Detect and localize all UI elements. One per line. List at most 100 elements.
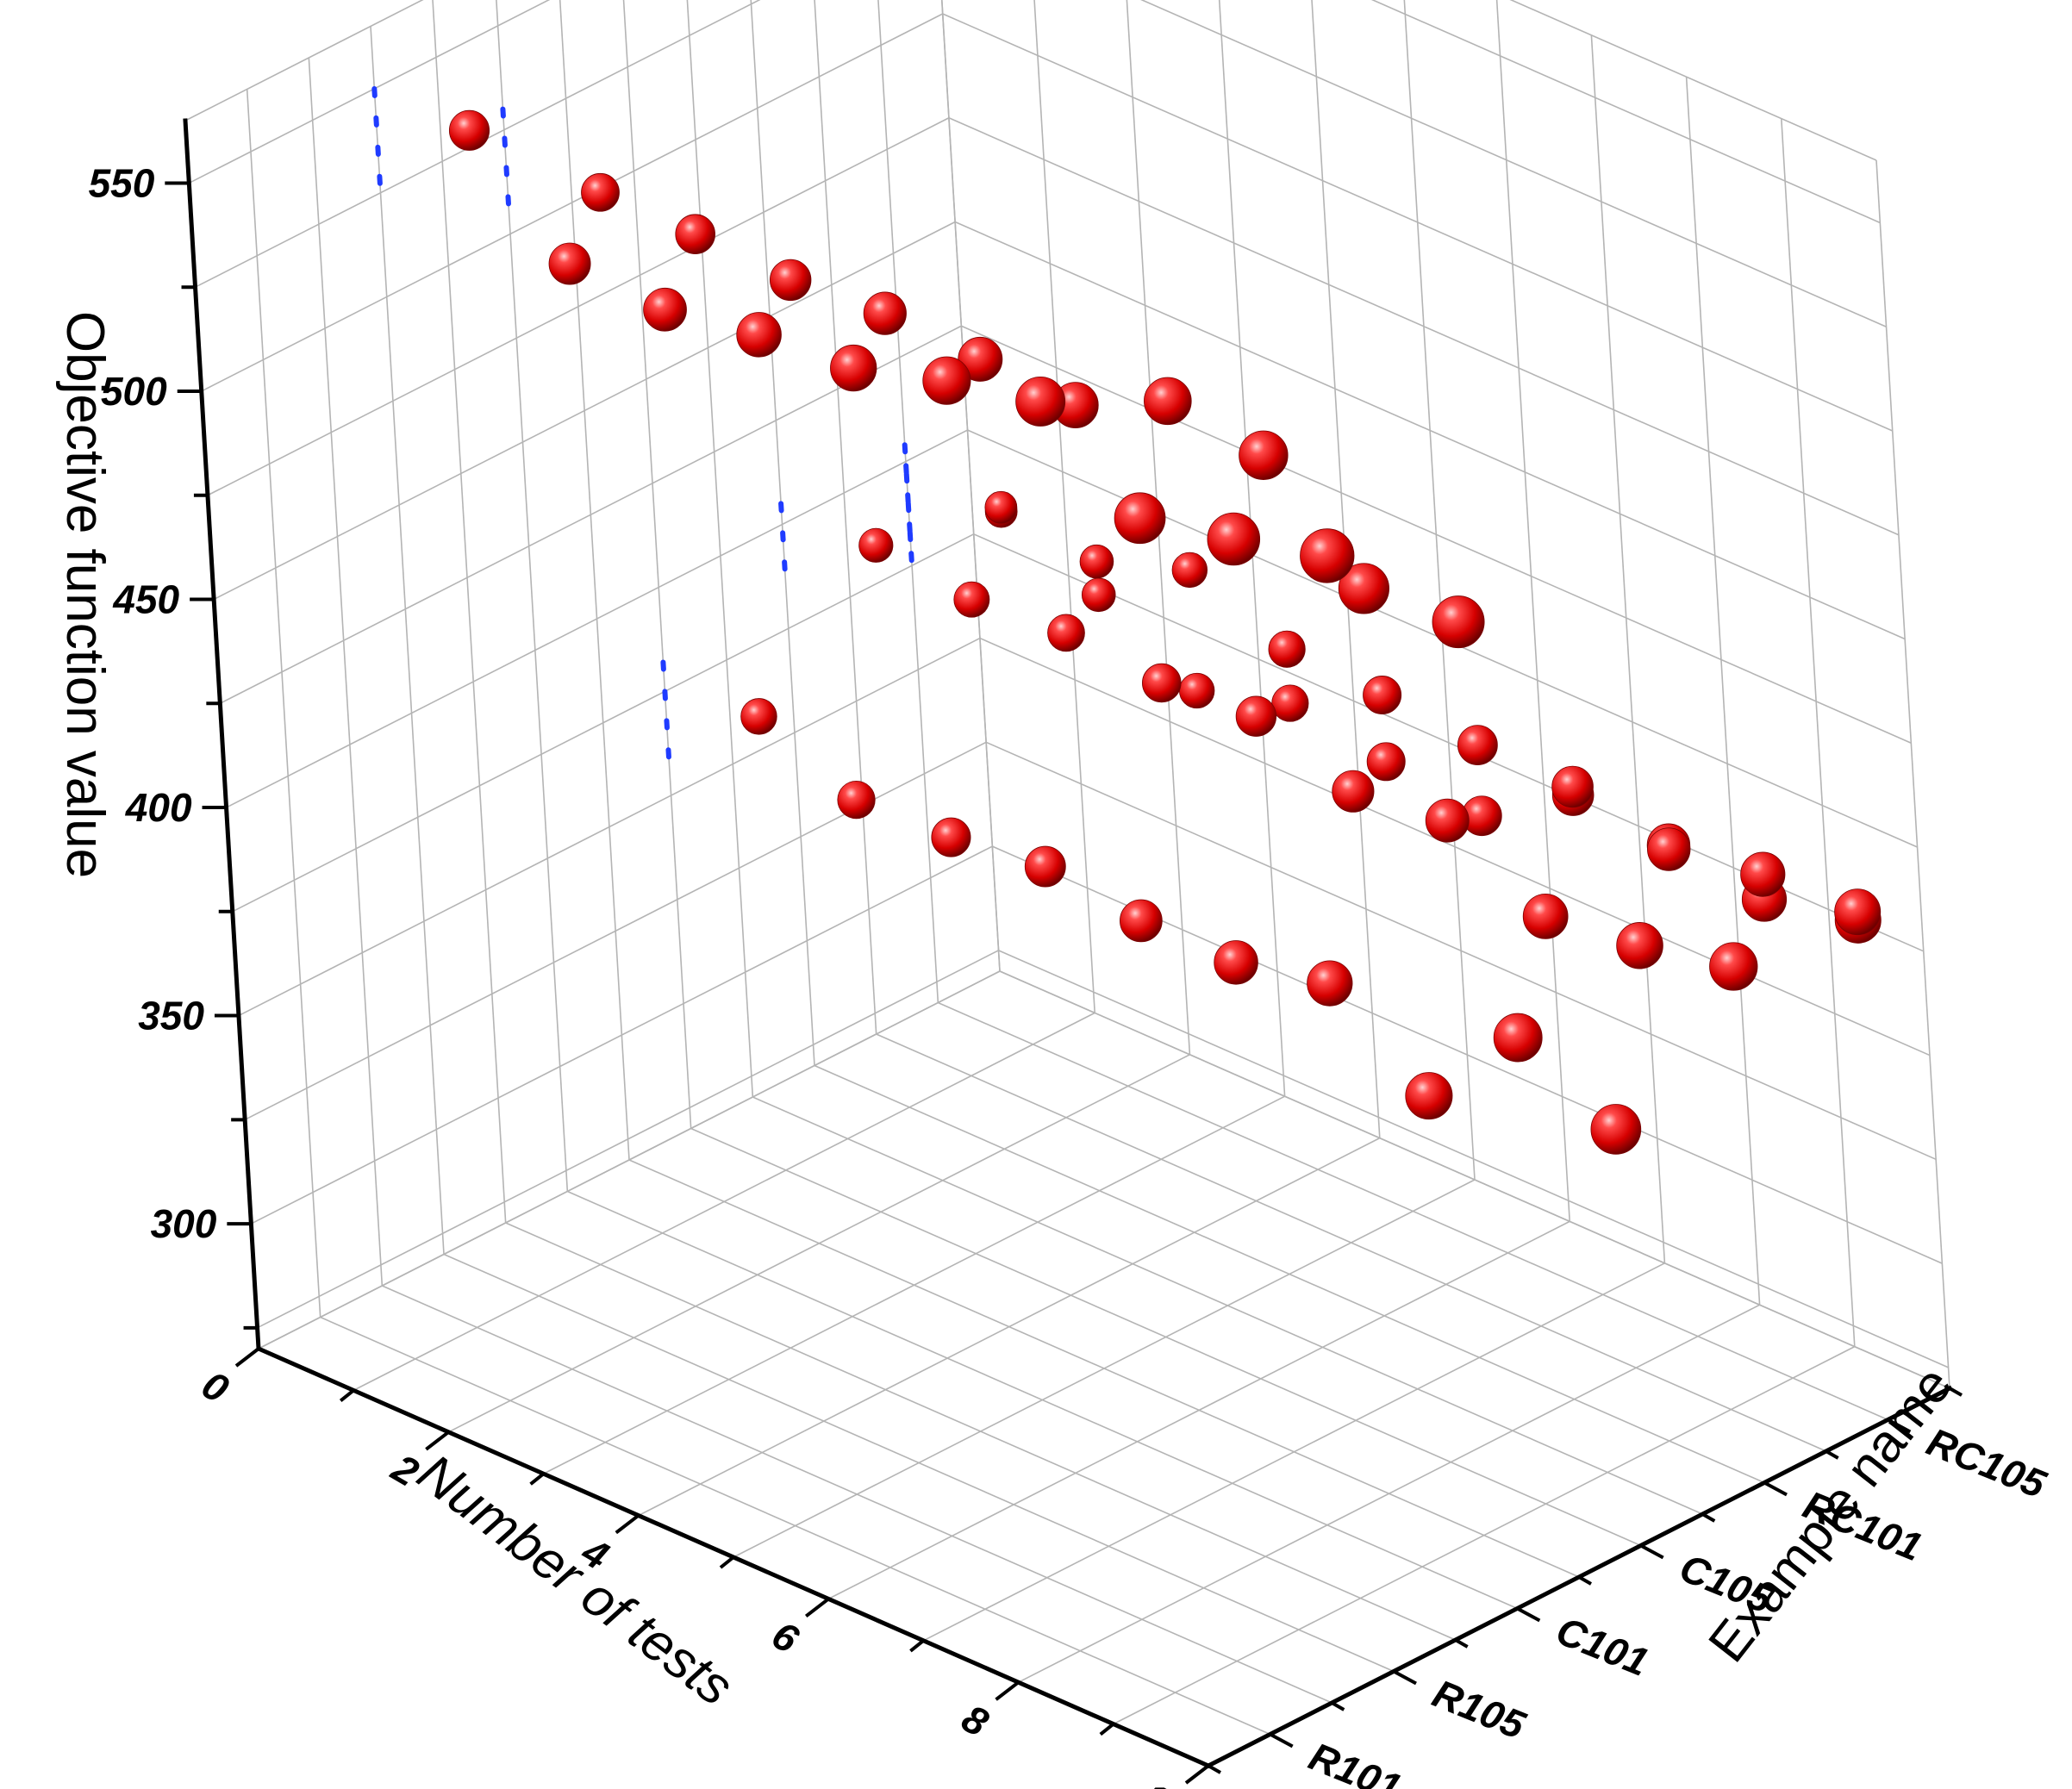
drop-marker [902,442,914,556]
point-s5-3 [1271,684,1309,722]
point-s5-6 [1551,765,1594,808]
z-tick-label: 450 [112,577,179,622]
point-s0-5 [922,356,971,405]
x-tick [909,1639,925,1653]
point-s1-7 [1239,430,1289,480]
point-s2-3 [1024,845,1066,888]
x-tick [234,1347,260,1368]
floor-grid-line [567,1190,1518,1610]
point-s3-9 [1709,942,1758,991]
point-s0-8 [1207,512,1261,566]
z-tick-label: 400 [125,785,192,830]
x-tick-label: 6 [765,1612,807,1662]
point-s2-6 [1307,960,1353,1007]
x-tick [1184,1764,1210,1785]
floor-grid-line [690,1127,1641,1547]
wall-grid-line [201,13,944,392]
wall-grid-line [998,950,1949,1368]
point-s0-7 [1114,492,1166,545]
point-s4-3 [1268,630,1306,668]
wall-grid-line [1311,0,1381,1138]
x-tick [339,1388,355,1402]
point-s1-3 [863,291,907,335]
y-tick [1701,1512,1716,1523]
point-s3-6 [1425,798,1470,843]
wall-grid-line [1509,0,1877,161]
point-s5-7 [1647,827,1691,871]
point-s1-6 [1144,377,1192,426]
y-tick [1454,1638,1469,1649]
point-s0-9 [1300,528,1355,583]
point-s3-0 [858,527,894,563]
x-tick [529,1472,545,1486]
y-tick [1639,1543,1664,1560]
wall-grid-line [979,637,1931,1057]
floor-grid-line [876,1033,1826,1452]
wall-grid-line [213,221,956,601]
z-tick-label: 350 [138,994,204,1038]
y-tick [1208,1764,1221,1774]
point-s0-0 [448,109,490,151]
y-tick-label: R101 [1303,1734,1407,1789]
point-s2-9 [1590,1104,1642,1155]
x-tick [995,1680,1020,1701]
point-s5-9 [1834,888,1882,936]
wall-grid-line [1590,34,1666,1263]
z-tick-label: 550 [89,160,155,205]
point-s1-0 [581,172,620,212]
x-tick-label: 0 [195,1362,237,1412]
point-s3-7 [1522,894,1569,939]
point-s4-5 [1457,725,1498,765]
z-tick-label: 500 [101,369,167,414]
wall-grid-line [219,325,962,704]
point-s1-9 [1432,595,1485,649]
wall-grid-line [961,325,1912,745]
wall-grid-line [1875,159,1950,1389]
point-s3-1 [953,581,990,618]
wall-grid-line [308,57,384,1287]
point-s2-8 [1493,1013,1543,1063]
point-s4-1 [1079,544,1114,579]
wall-grid-line [496,0,569,1192]
floor-grid-line [814,1064,1765,1484]
point-s0-6 [1015,376,1066,427]
wall-grid-line [250,845,993,1225]
point-s0-4 [830,344,877,392]
point-s3-4 [1235,695,1277,737]
z-axis-line [183,118,261,1351]
point-s5-4 [1363,676,1402,715]
y-tick [1949,1387,1963,1397]
y-tick [1763,1480,1788,1497]
point-s5-2 [1178,672,1215,709]
drop-marker [500,106,512,216]
wall-grid-line [1685,77,1761,1306]
wall-grid-line [1218,0,1286,1097]
wall-grid-line [999,970,1950,1389]
wall-grid-line [1370,0,1881,224]
y-tick [1269,1732,1294,1748]
wall-grid-line [226,429,968,808]
floor-grid-line [382,1285,1332,1704]
wall-grid-line [232,533,975,913]
point-s4-2 [1171,552,1208,589]
y-tick-label: RC105 [1921,1419,2054,1507]
x-tick-label: 8 [955,1695,997,1745]
point-s5-0 [984,490,1018,524]
wall-grid-line [195,0,761,288]
point-s2-2 [931,817,971,857]
wall-grid-line [942,13,1894,432]
y-tick [1516,1606,1541,1623]
wall-grid-line [370,26,445,1255]
wall-grid-line [246,89,321,1318]
point-s3-8 [1616,922,1663,969]
y-tick [1825,1449,1839,1460]
point-s5-8 [1740,851,1786,897]
point-s0-2 [643,287,687,332]
wall-grid-line [188,0,551,184]
point-s2-0 [740,698,777,735]
point-s2-7 [1405,1072,1453,1120]
wall-grid-line [1126,0,1191,1055]
y-tick [1578,1575,1592,1586]
x-tick [719,1555,735,1569]
